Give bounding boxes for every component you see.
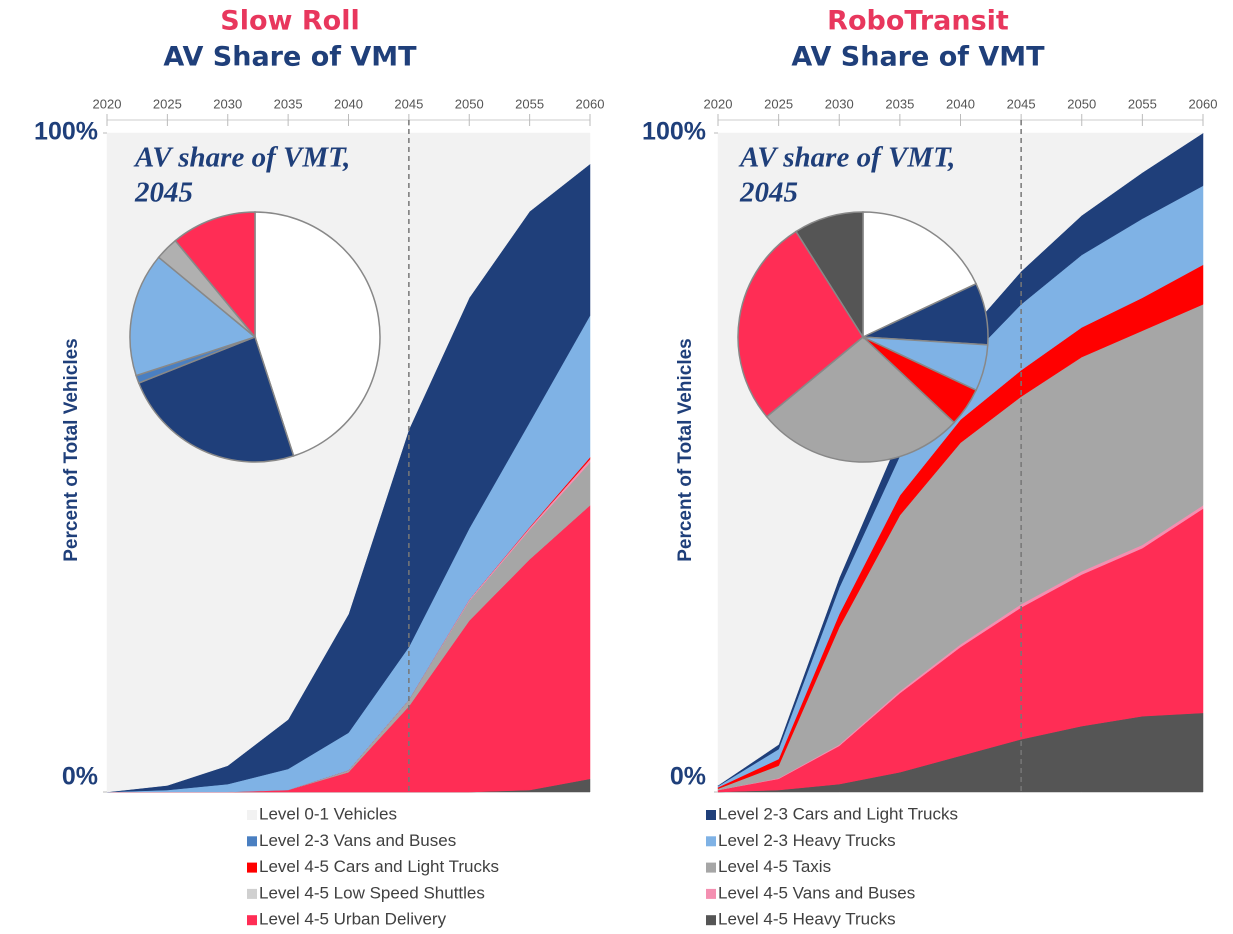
y-tick-label: 100%: [642, 118, 706, 146]
pie-title: 2045: [134, 177, 193, 209]
chart-subtitle: AV Share of VMT: [791, 42, 1045, 73]
x-tick-label: 2050: [455, 96, 484, 111]
y-axis-label: Percent of Total Vehicles: [675, 338, 696, 562]
y-tick-label: 0%: [670, 763, 706, 791]
legend-label: Level 4-5 Heavy Trucks: [718, 910, 896, 929]
x-tick-label: 2030: [825, 96, 854, 111]
pie-title: AV share of VMT,: [738, 142, 955, 174]
pie-slice: [765, 336, 956, 463]
x-tick-label: 2040: [334, 96, 363, 111]
pie-slice: [254, 211, 381, 457]
legend-swatch: [247, 888, 257, 899]
legend-label: Level 4-5 Taxis: [718, 857, 831, 876]
y-tick-label: 0%: [62, 763, 98, 791]
x-tick-label: 2035: [885, 96, 914, 111]
x-tick-label: 2020: [704, 96, 733, 111]
legend-swatch: [706, 810, 716, 820]
legend-swatch: [247, 836, 257, 847]
x-tick-label: 2055: [1128, 96, 1157, 111]
pie-slice: [174, 211, 256, 340]
y-tick-label: 100%: [34, 118, 98, 146]
x-tick-label: 2030: [213, 96, 242, 111]
x-tick-label: 2055: [515, 96, 544, 111]
pie-slice: [737, 230, 864, 418]
legend-swatch: [706, 888, 716, 899]
x-tick-label: 2045: [1007, 96, 1036, 111]
legend-swatch: [247, 810, 257, 820]
chart-subtitle: AV Share of VMT: [163, 42, 417, 73]
pie-title: 2045: [739, 177, 798, 209]
pie-slice: [794, 211, 864, 340]
legend-swatch: [247, 915, 257, 926]
legend-label: Level 2-3 Heavy Trucks: [718, 831, 896, 850]
chart-title: RoboTransit: [827, 6, 1009, 37]
x-tick-label: 2060: [576, 96, 605, 111]
legend-label: Level 2-3 Cars and Light Trucks: [718, 804, 958, 823]
x-tick-label: 2020: [93, 96, 122, 111]
x-tick-label: 2045: [394, 96, 423, 111]
x-tick-label: 2035: [274, 96, 303, 111]
chart-title: Slow Roll: [220, 6, 359, 37]
x-tick-label: 2050: [1067, 96, 1096, 111]
y-axis-label: Percent of Total Vehicles: [61, 338, 82, 562]
x-tick-label: 2025: [764, 96, 793, 111]
legend-label: Level 4-5 Vans and Buses: [718, 883, 915, 902]
legend-label: Level 4-5 Urban Delivery: [259, 910, 447, 929]
pie-slice: [129, 256, 257, 377]
legend-swatch: [247, 862, 257, 873]
x-tick-label: 2060: [1189, 96, 1218, 111]
pie-slice: [862, 211, 978, 339]
legend-swatch: [706, 915, 716, 926]
pie-title: AV share of VMT,: [133, 142, 350, 174]
legend-label: Level 2-3 Vans and Buses: [259, 831, 456, 850]
x-tick-label: 2025: [153, 96, 182, 111]
legend-swatch: [706, 862, 716, 873]
x-tick-label: 2040: [946, 96, 975, 111]
legend-label: Level 4-5 Cars and Light Trucks: [259, 857, 499, 876]
legend-label: Level 0-1 Vehicles: [259, 804, 397, 823]
legend-swatch: [706, 836, 716, 847]
legend-label: Level 4-5 Low Speed Shuttles: [259, 883, 485, 902]
